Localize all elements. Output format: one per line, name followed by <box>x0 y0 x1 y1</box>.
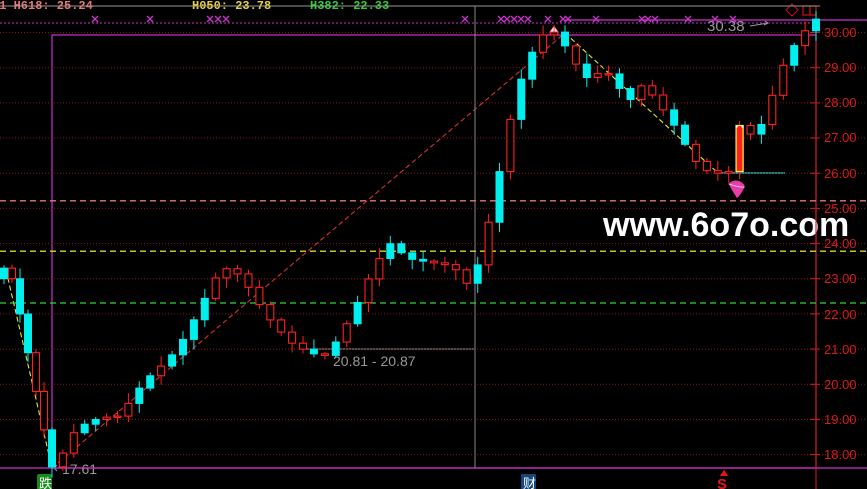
svg-text:18.00: 18.00 <box>824 447 857 462</box>
svg-text:22.00: 22.00 <box>824 307 857 322</box>
svg-text:27.00: 27.00 <box>824 130 857 145</box>
svg-text:www.6o7o.com: www.6o7o.com <box>602 206 849 244</box>
svg-text:21.00: 21.00 <box>824 342 857 357</box>
svg-text:20.00: 20.00 <box>824 377 857 392</box>
svg-text:17.61: 17.61 <box>62 461 97 477</box>
svg-text:20.81 - 20.87: 20.81 - 20.87 <box>333 353 416 369</box>
svg-text:24.00: 24.00 <box>824 236 857 251</box>
svg-text:财: 财 <box>523 476 536 489</box>
svg-text:跌: 跌 <box>39 476 52 489</box>
svg-text:28.00: 28.00 <box>824 95 857 110</box>
svg-text:23.00: 23.00 <box>824 271 857 286</box>
svg-text:30.00: 30.00 <box>824 25 857 40</box>
svg-text:19.00: 19.00 <box>824 412 857 427</box>
svg-text:S: S <box>717 476 727 489</box>
svg-text:26.00: 26.00 <box>824 166 857 181</box>
svg-text:29.00: 29.00 <box>824 60 857 75</box>
svg-text:25.00: 25.00 <box>824 201 857 216</box>
